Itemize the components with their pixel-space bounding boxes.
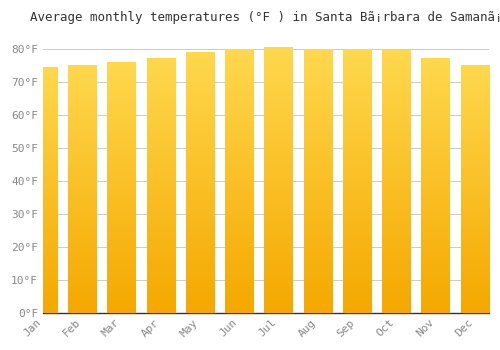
Title: Average monthly temperatures (°F ) in Santa Bã¡rbara de Samanã¡: Average monthly temperatures (°F ) in Sa…	[30, 11, 500, 24]
